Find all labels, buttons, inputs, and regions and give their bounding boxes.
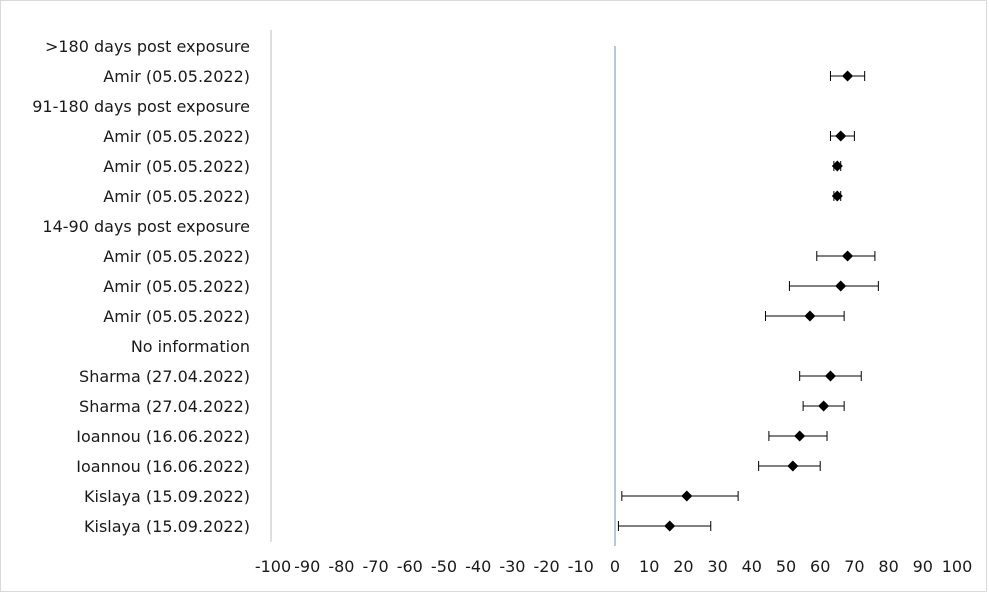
point-estimate-marker	[681, 490, 693, 502]
x-tick-label: 80	[878, 557, 898, 576]
group-header-label: 14-90 days post exposure	[42, 217, 250, 236]
x-tick-label: -50	[431, 557, 457, 576]
x-tick-label: -80	[328, 557, 354, 576]
x-tick-label: 10	[639, 557, 659, 576]
x-tick-label: -20	[534, 557, 560, 576]
point-estimate-marker	[664, 520, 676, 532]
x-tick-label: -10	[568, 557, 594, 576]
x-tick-label: 0	[610, 557, 620, 576]
point-estimate-marker	[835, 130, 847, 142]
point-estimate-marker	[842, 70, 854, 82]
point-estimate-marker	[794, 430, 806, 442]
study-label: Sharma (27.04.2022)	[79, 367, 250, 386]
x-tick-label: 30	[707, 557, 727, 576]
point-estimate-marker	[818, 400, 830, 412]
study-label: Amir (05.05.2022)	[103, 247, 250, 266]
study-label: Ioannou (16.06.2022)	[76, 427, 250, 446]
x-tick-label: -60	[397, 557, 423, 576]
x-tick-label: 100	[942, 557, 973, 576]
study-label: Amir (05.05.2022)	[103, 127, 250, 146]
point-estimate-marker	[835, 280, 847, 292]
study-label: Kislaya (15.09.2022)	[84, 487, 250, 506]
point-estimate-marker	[804, 310, 816, 322]
study-label: Ioannou (16.06.2022)	[76, 457, 250, 476]
x-tick-label: 70	[844, 557, 864, 576]
study-label: Kislaya (15.09.2022)	[84, 517, 250, 536]
point-estimate-marker	[787, 460, 799, 472]
x-tick-label: 60	[810, 557, 830, 576]
x-tick-label: -70	[363, 557, 389, 576]
x-tick-label: 90	[913, 557, 933, 576]
study-label: Amir (05.05.2022)	[103, 67, 250, 86]
x-tick-label: 50	[776, 557, 796, 576]
study-label: Amir (05.05.2022)	[103, 307, 250, 326]
group-header-label: No information	[131, 337, 250, 356]
x-tick-label: -90	[294, 557, 320, 576]
point-estimate-marker	[831, 190, 843, 202]
x-tick-label: 40	[742, 557, 762, 576]
point-estimate-marker	[831, 160, 843, 172]
x-tick-label: -100	[255, 557, 291, 576]
study-label: Amir (05.05.2022)	[103, 157, 250, 176]
x-tick-label: 20	[673, 557, 693, 576]
study-label: Sharma (27.04.2022)	[79, 397, 250, 416]
study-label: Amir (05.05.2022)	[103, 277, 250, 296]
study-label: Amir (05.05.2022)	[103, 187, 250, 206]
point-estimate-marker	[842, 250, 854, 262]
group-header-label: 91-180 days post exposure	[32, 97, 250, 116]
x-tick-label: -40	[465, 557, 491, 576]
x-tick-label: -30	[499, 557, 525, 576]
point-estimate-marker	[824, 370, 836, 382]
group-header-label: >180 days post exposure	[45, 37, 250, 56]
